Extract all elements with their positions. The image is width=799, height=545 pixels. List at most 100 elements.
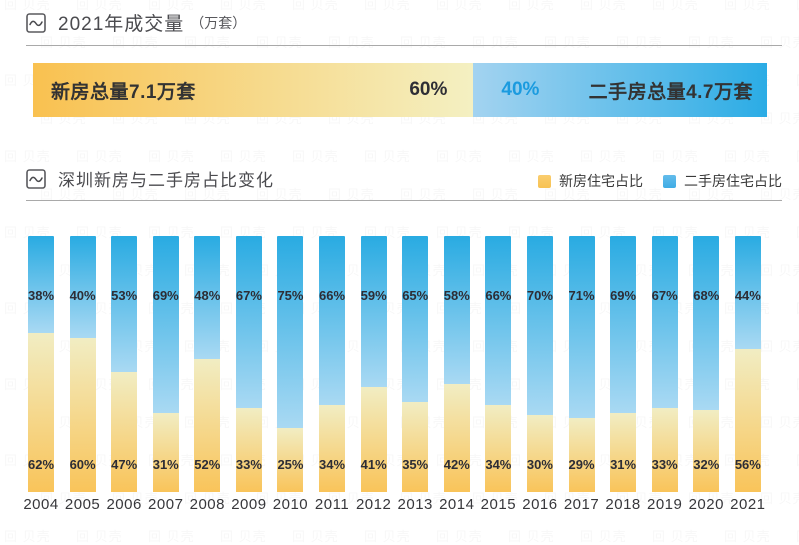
bar-2014: 58% 42% 2014	[439, 236, 474, 513]
secondhand-segment	[69, 236, 96, 339]
secondhand-percent-label: 66%	[485, 288, 512, 303]
year-label: 2017	[563, 496, 600, 513]
bar-2005: 40% 60% 2005	[65, 236, 100, 513]
section1-unit: （万套）	[190, 14, 247, 31]
bar-2016: 70% 30% 2016	[522, 236, 557, 513]
new-home-segment	[111, 371, 138, 492]
secondhand-percent-label: 53%	[111, 288, 138, 303]
new-home-segment	[568, 417, 595, 492]
secondhand-total-label: 二手房总量4.7万套	[588, 81, 753, 103]
new-home-segment	[152, 412, 179, 492]
new-home-percent-label: 56%	[734, 457, 761, 472]
year-label: 2016	[522, 496, 558, 513]
secondhand-segment	[360, 236, 387, 388]
new-home-percent-label: 29%	[568, 457, 595, 472]
watermark-tile: 回 贝壳	[724, 0, 771, 13]
legend-swatch-icon	[538, 174, 551, 188]
watermark-tile: 回 贝壳	[760, 488, 799, 507]
secondhand-segment	[568, 236, 595, 418]
chart-legend: 新房住宅占比 二手房住宅占比	[538, 171, 782, 191]
secondhand-segment	[194, 236, 221, 359]
year-label: 2004	[23, 496, 59, 513]
new-home-segment	[610, 412, 637, 492]
secondhand-percent-label: 59%	[360, 288, 387, 303]
year-label: 2006	[106, 496, 142, 513]
watermark-tile: 回 贝壳	[652, 0, 699, 13]
bar-2013: 65% 35% 2013	[398, 236, 432, 513]
bar-2008: 48% 52% 2008	[190, 236, 224, 513]
secondhand-segment	[526, 236, 553, 416]
watermark-tile: 回 贝壳	[508, 146, 555, 165]
secondhand-percent-label: 71%	[568, 288, 595, 303]
bar-2021: 44% 56% 2021	[730, 236, 765, 513]
secondhand-percent-label: 44%	[734, 288, 761, 303]
bar-2010: 75% 25% 2010	[273, 236, 308, 513]
new-home-segment	[734, 348, 761, 492]
watermark-tile: 回 贝壳	[436, 146, 483, 165]
watermark-tile: 回 贝壳	[508, 0, 555, 13]
bar-2004: 38% 62% 2004	[23, 236, 58, 513]
watermark-tile: 回 贝壳	[256, 32, 303, 51]
year-label: 2011	[314, 496, 350, 513]
secondhand-percent-label: 67%	[651, 288, 678, 303]
year-label: 2014	[439, 496, 475, 513]
year-label: 2015	[480, 496, 517, 513]
new-home-percent-label: 42%	[443, 457, 470, 472]
year-label: 2005	[64, 496, 101, 513]
watermark-tile: 回 贝壳	[436, 0, 483, 13]
secondhand-percent-label: 67%	[235, 288, 262, 303]
stacked-bar-chart: 38% 62% 2004 40% 60% 2005 53% 47% 2006 69% 31% 2007…	[23, 236, 765, 516]
legend-swatch-icon	[663, 174, 676, 188]
new-home-segment	[319, 404, 346, 492]
bar-2015: 66% 34% 2015	[481, 236, 516, 513]
watermark-tile: 回 贝壳	[148, 146, 195, 165]
year-label: 2010	[272, 496, 309, 513]
new-home-segment	[194, 358, 221, 492]
watermark-tile: 回 贝壳	[760, 336, 799, 355]
section2-divider	[26, 200, 782, 201]
watermark-tile: 回 贝壳	[652, 146, 699, 165]
secondhand-segment	[28, 236, 54, 334]
new-home-percent-label: 25%	[277, 457, 304, 472]
watermark-tile: 回 贝壳	[292, 146, 339, 165]
new-home-percent-label: 41%	[360, 457, 387, 472]
watermark-tile: 回 贝壳	[616, 32, 663, 51]
secondhand-percent: 40%	[501, 79, 540, 100]
watermark-tile: 回 贝壳	[760, 260, 799, 279]
new-home-percent-label: 32%	[693, 457, 720, 472]
section1-divider	[26, 45, 782, 46]
watermark-tile: 回 贝壳	[76, 146, 123, 165]
new-home-percent-label: 30%	[526, 457, 553, 472]
secondhand-segment	[235, 236, 262, 408]
new-home-percent-label: 35%	[402, 457, 429, 472]
section1-title: 2021年成交量	[58, 14, 185, 35]
banner-new-home-segment: 新房总量7.1万套 60%	[33, 63, 474, 117]
watermark-tile: 回 贝壳	[328, 32, 375, 51]
new-home-percent-label: 33%	[651, 457, 678, 472]
watermark-tile: 回 贝壳	[364, 146, 411, 165]
year-label: 2007	[148, 496, 184, 513]
volume-banner: 新房总量7.1万套 60% 40% 二手房总量4.7万套	[33, 63, 767, 117]
watermark-tile: 回 贝壳	[400, 32, 447, 51]
new-home-percent-label: 31%	[152, 457, 179, 472]
secondhand-segment	[402, 236, 429, 403]
secondhand-segment	[610, 236, 637, 413]
new-home-percent-label: 33%	[235, 457, 262, 472]
watermark-tile: 回 贝壳	[544, 32, 591, 51]
bar-2007: 69% 31% 2007	[148, 236, 183, 513]
year-label: 2013	[397, 496, 433, 513]
secondhand-segment	[443, 236, 470, 385]
secondhand-segment	[277, 236, 304, 428]
watermark-tile: 回 贝壳	[688, 32, 735, 51]
new-home-segment	[28, 333, 54, 492]
line-chart-icon	[26, 12, 46, 33]
year-label: 2020	[688, 496, 724, 513]
new-home-segment	[443, 384, 470, 492]
legend-label: 新房住宅占比	[559, 173, 643, 189]
bars-container: 38% 62% 2004 40% 60% 2005 53% 47% 2006 69% 31% 2007…	[23, 236, 765, 513]
new-home-segment	[69, 338, 96, 492]
new-home-segment	[402, 402, 429, 492]
legend-label: 二手房住宅占比	[684, 173, 782, 189]
bar-2018: 69% 31% 2018	[605, 236, 640, 513]
section2-header: 深圳新房与二手房占比变化	[26, 166, 274, 191]
